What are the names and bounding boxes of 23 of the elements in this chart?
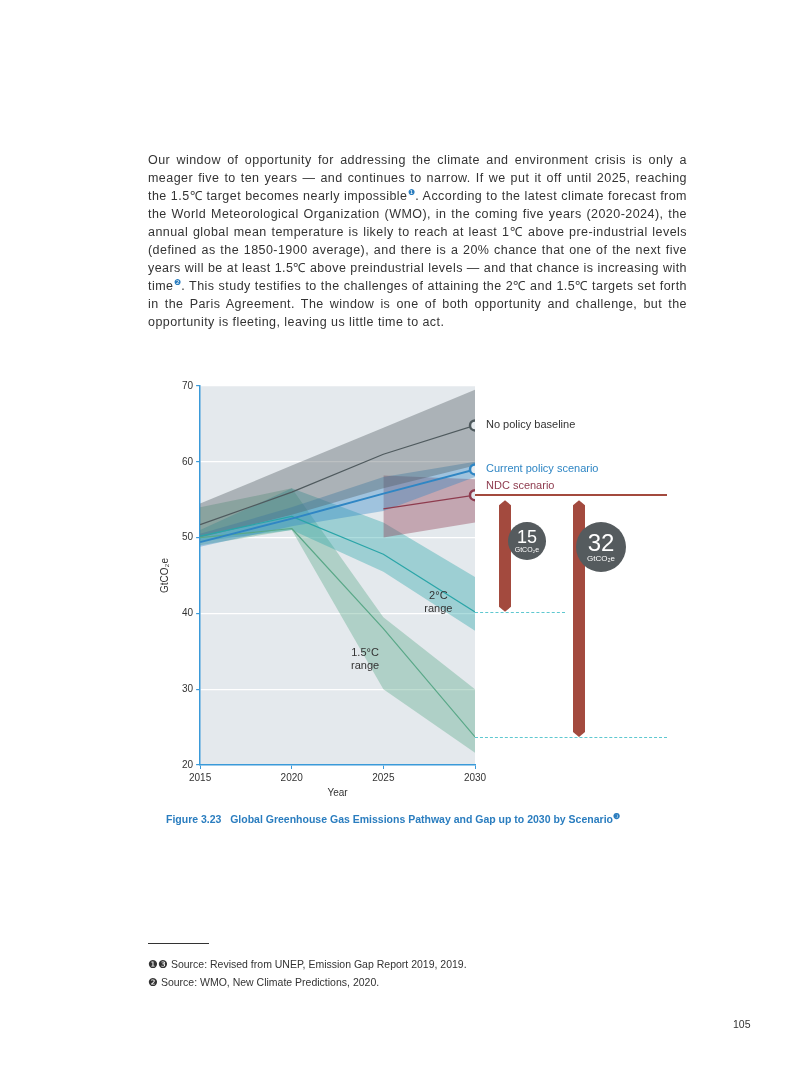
x-tick-label: 2025 [372,771,395,783]
x-axis-title: Year [327,786,349,798]
y-axis-title: GtCO₂e [158,557,170,593]
y-tick-label: 60 [182,455,194,467]
text: ❶❸ Source: Revised from UNEP, Emission Gap Report 2019, 2019. [148,958,467,970]
series-label: No policy baseline [486,418,576,431]
text: Our window of opportunity for addressing the climate and environment crisis is only a meager five to ten years — and continues to narrow. If we put it off until 2025, reaching the 1.5℃ target becomes nearly impossible$^{❶}$. According to the latest climate forecast from the World Meteorological Organization (WMO), in the coming five years (2020-2024), the annual global mean temperature is likely to reach at least 1℃ above pre-industrial levels (defined as the 1850-1900 average), and there is a 20% chance that one of the next five years will be at least 1.5℃ above preindustrial levels — and that chance is increasing with time$^{❷}$. This study testifies to the challenges of attaining the 2℃ and 1.5℃ targets set forth in the Paris Agreement. The window is one of both opportunity and challenge, but the opportunity is fleeting, leaving us little time to act. [148,153,687,329]
gap-badge: 32 GtCO₂e [575,522,627,573]
x-tick-label: 2030 [463,771,487,783]
text: ❷ Source: WMO, New Climate Predictions, 2020. [148,976,380,988]
y-tick-label: 70 [182,379,194,391]
series-label: NDC scenario [486,479,555,492]
y-tick-label: 30 [182,682,194,694]
series-label: Current policy scenario [486,462,599,475]
annotation: 1.5°C range [350,645,380,671]
x-tick-label: 2020 [280,771,304,783]
y-tick-label: 40 [182,607,194,619]
annotation: 2°C range [424,589,453,615]
text: Figure 3.23 Global Greenhouse Gas Emissions Pathway and Gap up to 2030 by Scenario$^{❸}$ [166,811,621,825]
y-tick-label: 50 [182,531,194,543]
x-tick-label: 2015 [189,771,212,783]
text: 105 [733,1018,751,1030]
y-tick-label: 20 [182,758,194,770]
